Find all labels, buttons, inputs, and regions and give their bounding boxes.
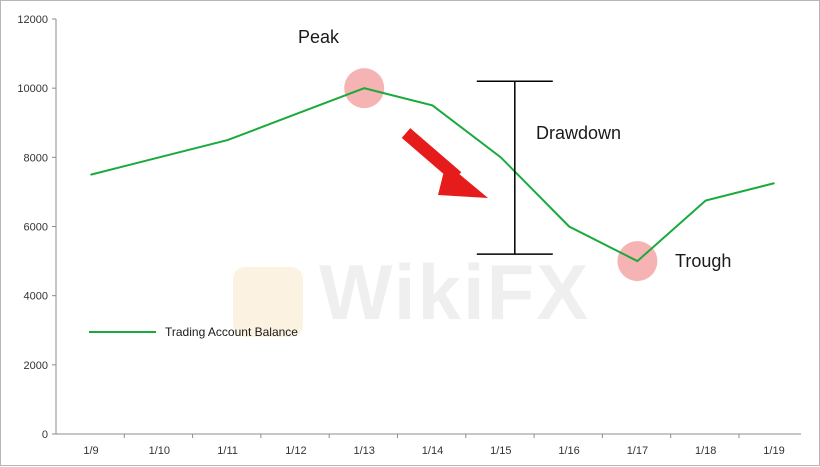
y-tick-label: 4000 [24, 291, 48, 303]
x-tick-label: 1/10 [149, 445, 170, 457]
data-point [295, 113, 297, 115]
watermark-text: WikiFX [319, 248, 590, 336]
red-arrow-icon [401, 128, 488, 198]
data-point [226, 139, 229, 141]
x-tick-label: 1/19 [763, 445, 784, 457]
y-tick-label: 8000 [24, 152, 48, 164]
data-point [636, 260, 639, 262]
data-point [90, 173, 92, 176]
x-tick-label: 1/17 [627, 445, 648, 457]
y-tick-label: 2000 [24, 360, 48, 372]
x-tick-label: 1/14 [422, 445, 443, 457]
drawdown-bracket [476, 80, 553, 255]
data-point [773, 182, 775, 185]
series-points [90, 87, 775, 262]
x-axis-ticks: 1/9 1/10 1/11 1/12 1/13 1/14 1/15 1/16 1/17 1/18 1… [83, 434, 785, 457]
y-tick-label: 0 [42, 429, 48, 441]
data-point [568, 225, 570, 228]
x-tick-label: 1/12 [285, 445, 306, 457]
peak-label: Peak [298, 27, 340, 47]
y-axis-ticks: 0 2000 4000 6000 8000 10000 12000 [17, 14, 56, 441]
series-line-trading-account-balance [90, 87, 775, 263]
data-point [158, 156, 161, 159]
trough-label: Trough [675, 251, 731, 271]
data-point [363, 87, 366, 89]
x-tick-label: 1/11 [217, 445, 238, 457]
y-tick-label: 12000 [17, 14, 48, 26]
y-tick-label: 10000 [17, 83, 48, 95]
data-point [431, 104, 434, 107]
data-point [500, 156, 502, 159]
legend: Trading Account Balance [89, 325, 298, 339]
data-point [704, 199, 707, 202]
x-tick-label: 1/13 [353, 445, 374, 457]
drawdown-label: Drawdown [536, 123, 621, 143]
y-tick-label: 6000 [24, 222, 48, 234]
x-tick-label: 1/9 [83, 445, 98, 457]
x-tick-label: 1/18 [695, 445, 716, 457]
legend-label: Trading Account Balance [165, 325, 298, 339]
x-tick-label: 1/15 [490, 445, 511, 457]
watermark-logo-icon [233, 267, 303, 337]
x-tick-label: 1/16 [558, 445, 579, 457]
watermark: WikiFX [233, 248, 590, 337]
